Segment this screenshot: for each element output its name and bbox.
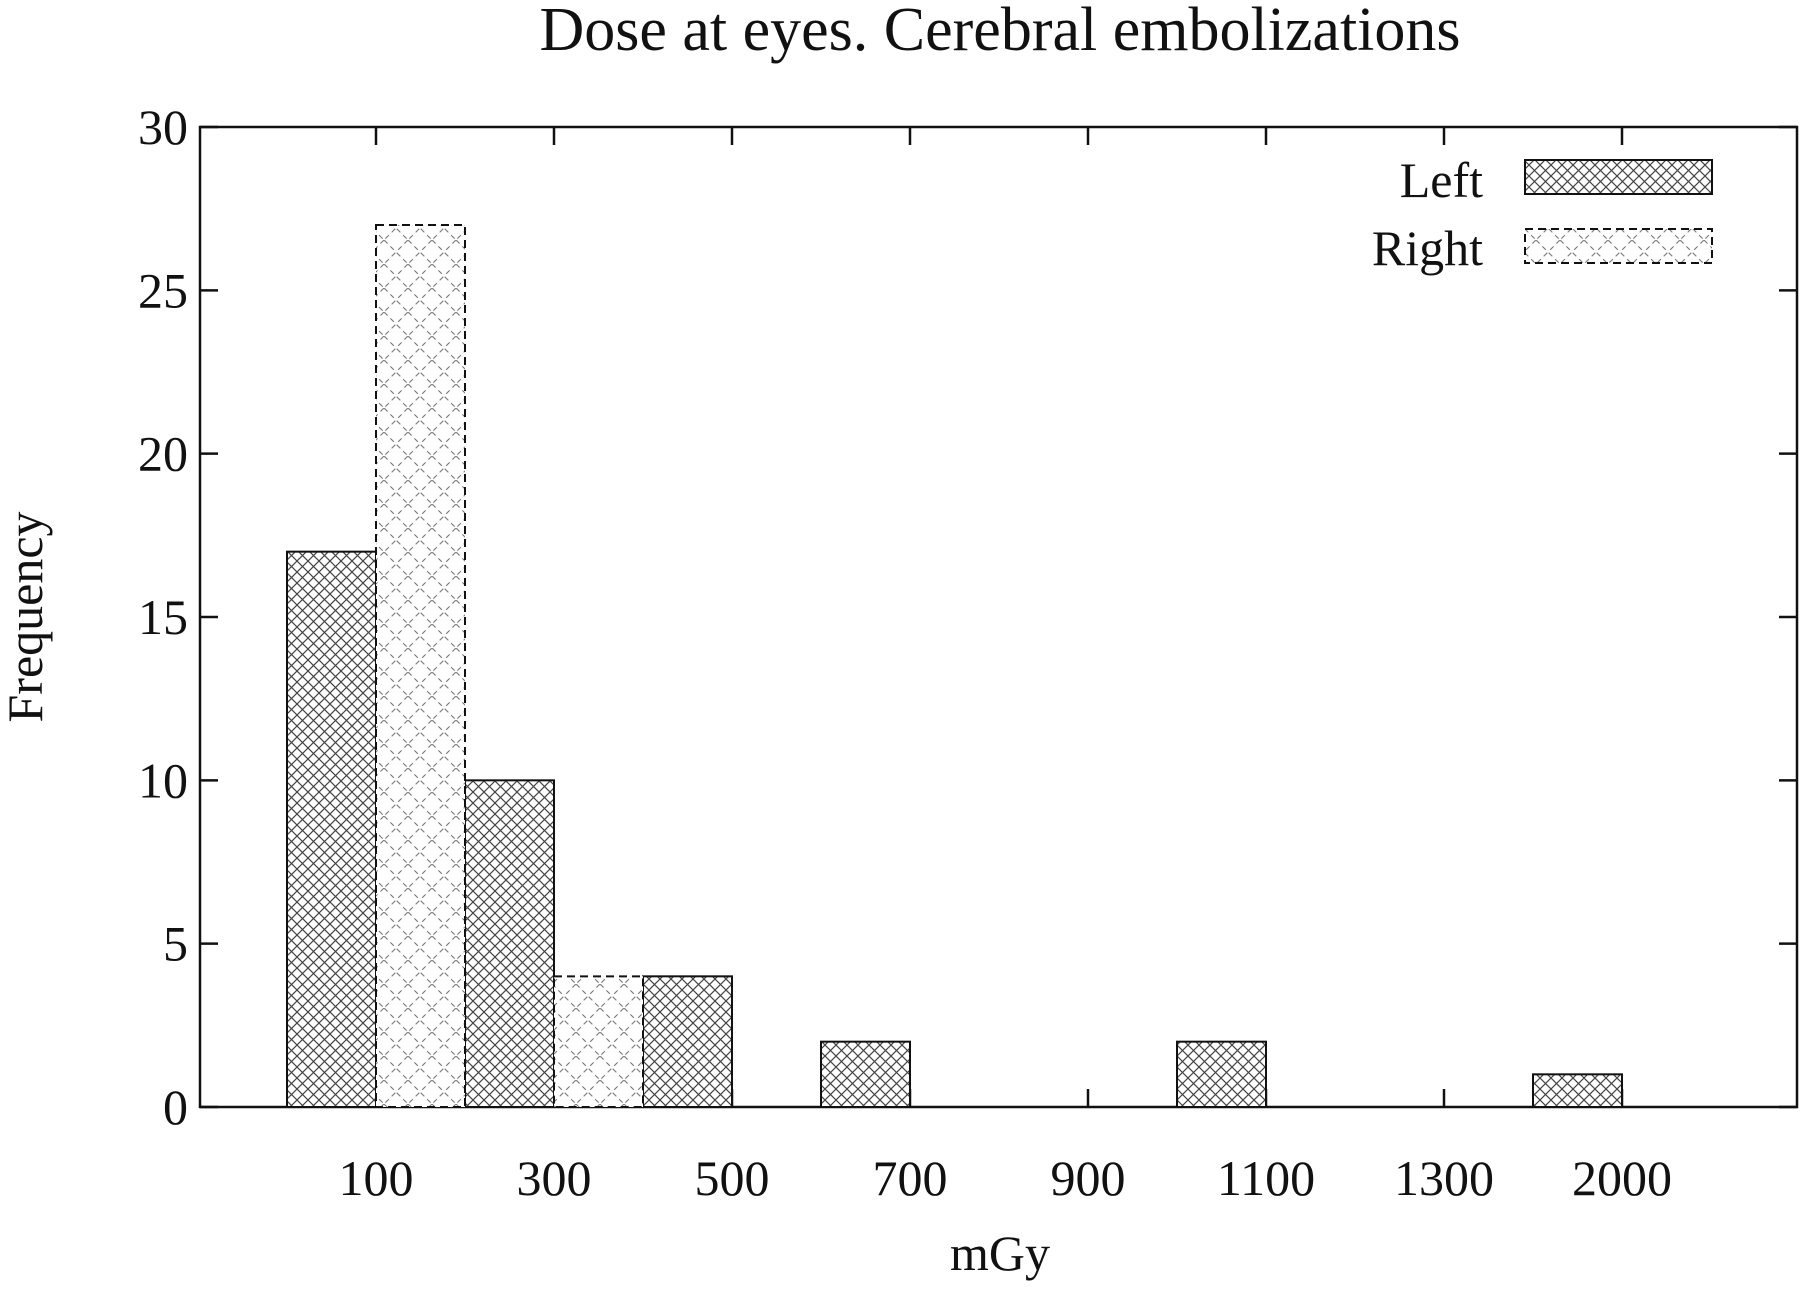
- x-axis-label: mGy: [950, 1225, 1050, 1281]
- x-axis-ticks: 100 300 500 700 900 1100 1300 2000: [339, 127, 1672, 1206]
- legend: Left Right: [1372, 152, 1713, 276]
- x-tick-label: 700: [873, 1150, 948, 1206]
- y-axis-label: Frequency: [0, 511, 53, 722]
- bar-left-1100: [1176, 1040, 1267, 1108]
- y-tick-label: 20: [138, 426, 188, 482]
- legend-label-left: Left: [1400, 152, 1483, 208]
- x-tick-label: 1100: [1217, 1150, 1315, 1206]
- y-tick-label: 5: [163, 916, 188, 972]
- bar-left-300: [464, 779, 555, 1108]
- bar-left-700: [820, 1040, 911, 1108]
- bar-right-300: [553, 975, 644, 1108]
- legend-label-right: Right: [1372, 220, 1483, 276]
- y-tick-label: 0: [163, 1079, 188, 1135]
- x-tick-label: 900: [1051, 1150, 1126, 1206]
- bars-group: [286, 224, 1623, 1109]
- legend-swatch-left: [1524, 159, 1713, 195]
- y-tick-label: 25: [138, 262, 188, 318]
- y-tick-label: 30: [138, 99, 188, 155]
- x-tick-label: 2000: [1572, 1150, 1672, 1206]
- chart-title: Dose at eyes. Cerebral embolizations: [539, 0, 1460, 64]
- x-tick-label: 100: [339, 1150, 414, 1206]
- legend-item-right: Right: [1372, 220, 1713, 276]
- bar-right-100: [375, 224, 466, 1108]
- legend-swatch-right: [1524, 228, 1713, 264]
- bar-left-500: [642, 975, 733, 1108]
- x-tick-label: 300: [517, 1150, 592, 1206]
- y-axis-ticks: 0 5 10 15 20 25 30: [138, 99, 1797, 1135]
- legend-item-left: Left: [1400, 152, 1713, 208]
- bar-left-100: [286, 550, 377, 1108]
- x-tick-label: 1300: [1394, 1150, 1494, 1206]
- y-tick-label: 15: [138, 589, 188, 645]
- x-tick-label: 500: [695, 1150, 770, 1206]
- y-tick-label: 10: [138, 752, 188, 808]
- bar-left-2000: [1532, 1073, 1623, 1109]
